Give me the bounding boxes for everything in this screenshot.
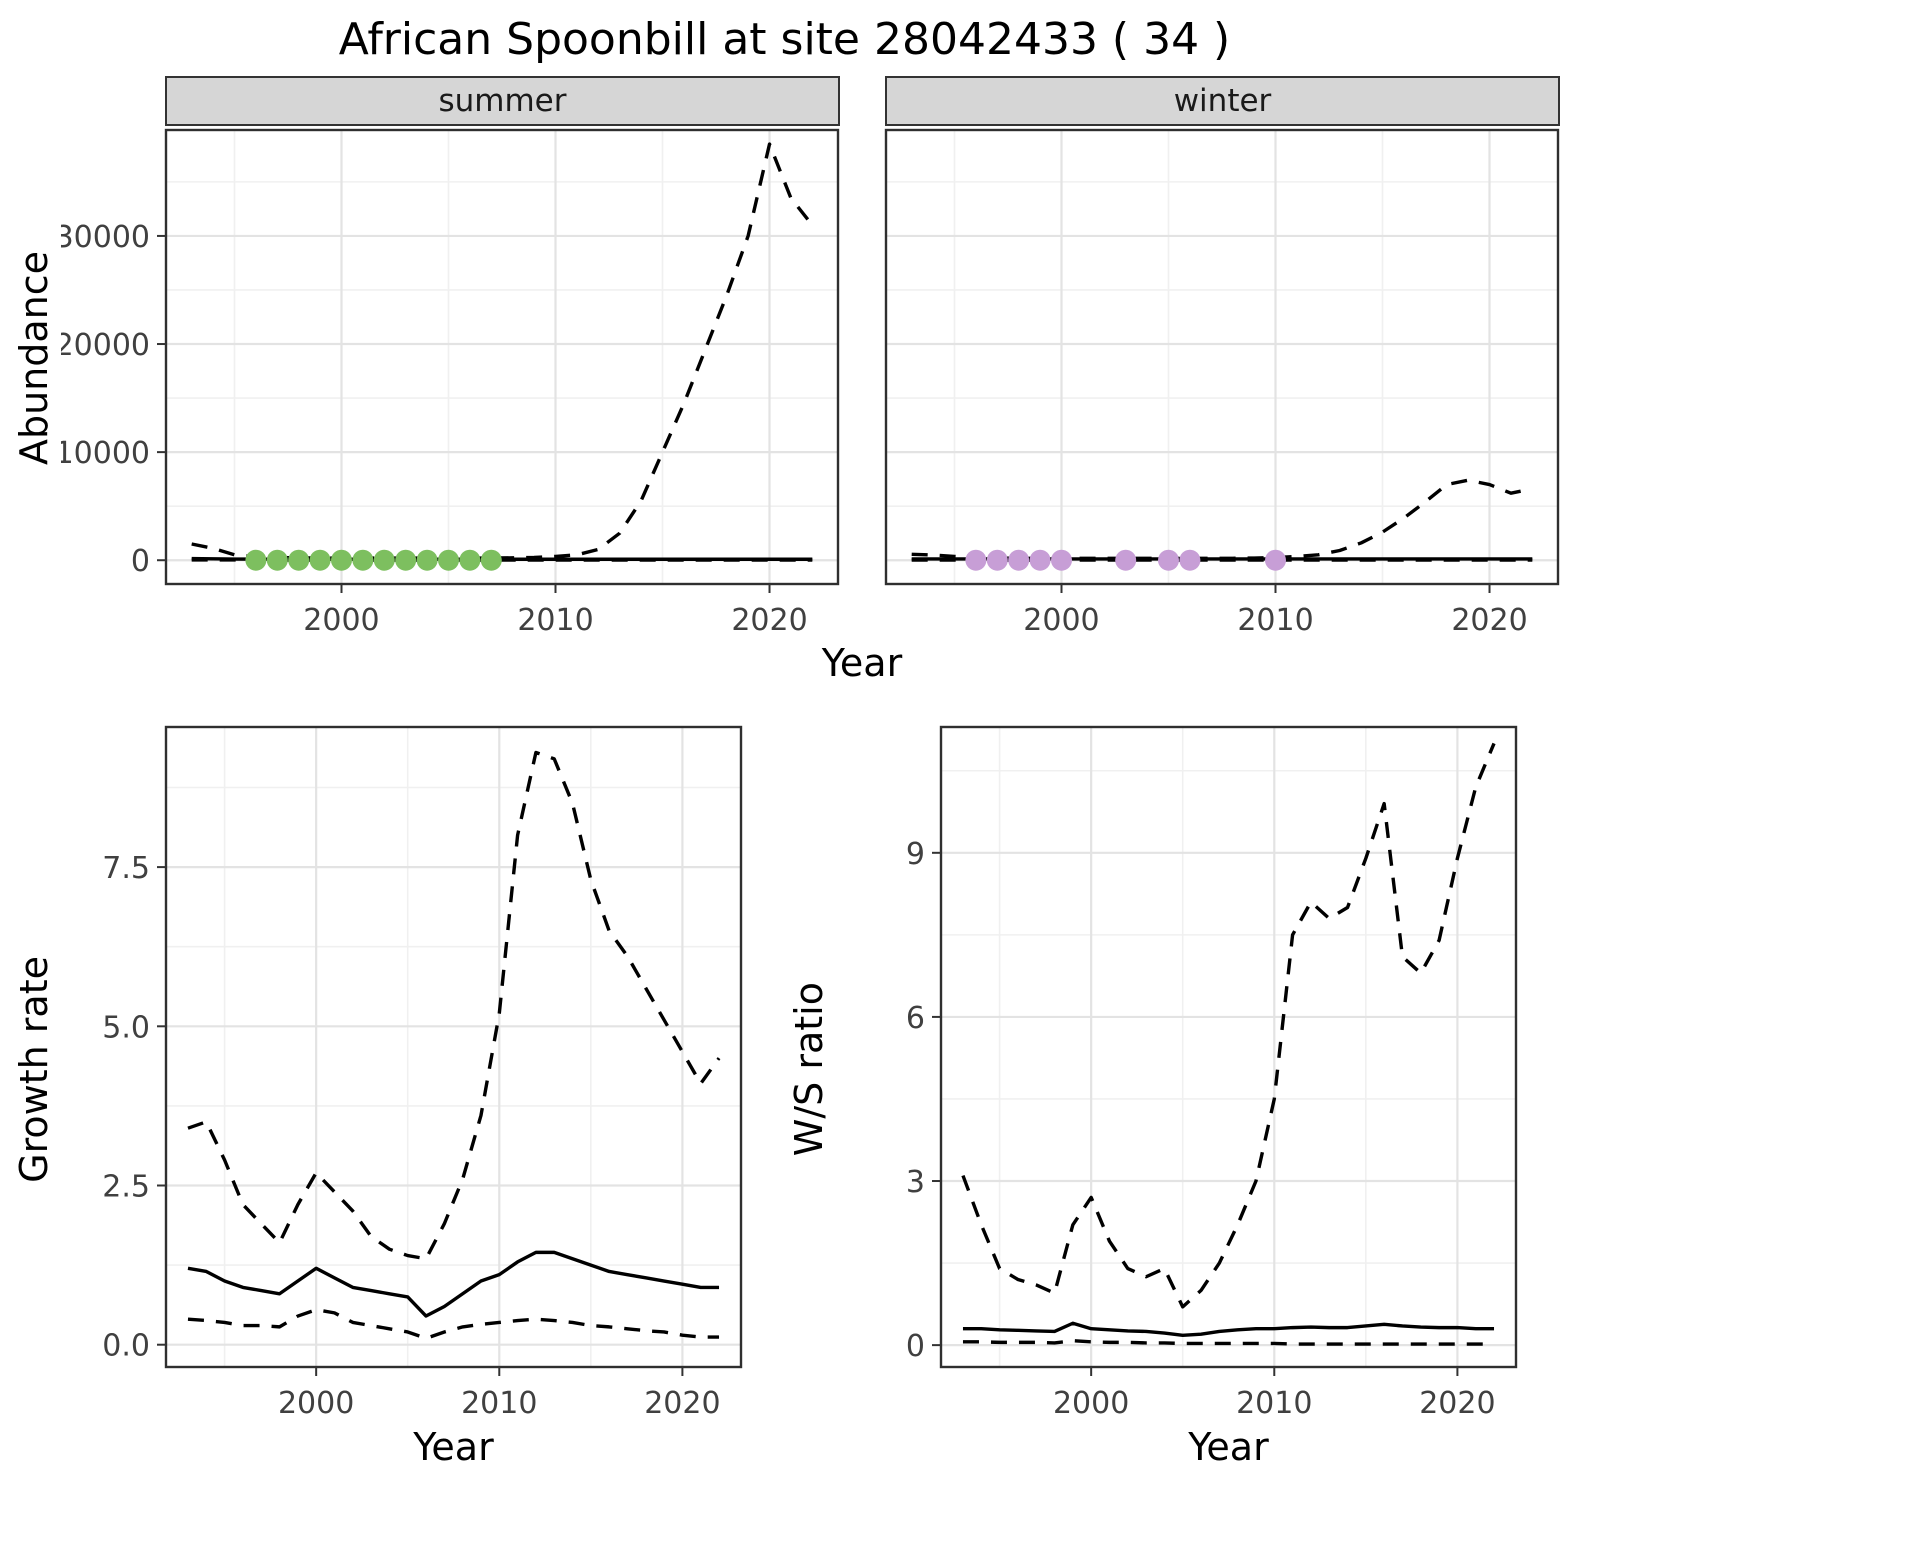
svg-text:2000: 2000 [1053, 1386, 1129, 1421]
abundance-y-axis-label: Abundance [11, 251, 56, 466]
svg-text:2020: 2020 [644, 1386, 720, 1421]
svg-text:2020: 2020 [1451, 603, 1527, 638]
svg-text:2010: 2010 [461, 1386, 537, 1421]
svg-text:2000: 2000 [278, 1386, 354, 1421]
svg-text:2010: 2010 [1236, 1386, 1312, 1421]
svg-text:2020: 2020 [1419, 1386, 1495, 1421]
svg-text:6: 6 [906, 1001, 925, 1036]
facet-strip-summer: summer [165, 76, 840, 126]
ws-ratio-chart: 2000 2010 2020 0 3 6 9 [906, 725, 1518, 1421]
svg-text:9: 9 [906, 837, 925, 872]
page-title: African Spoonbill at site 28042433 ( 34 … [338, 14, 1231, 65]
ws-ratio-figure: W/S ratio 2000 2010 2020 0 3 6 9 Year [781, 715, 1526, 1479]
svg-text:3: 3 [906, 1165, 925, 1200]
abundance-winter-chart: 2000 2010 2020 [884, 128, 1560, 638]
svg-text:30000: 30000 [61, 220, 150, 255]
ws-ratio-y-axis-label: W/S ratio [786, 981, 831, 1157]
abundance-x-axis-label: Year [821, 641, 903, 685]
svg-text:7.5: 7.5 [102, 851, 150, 886]
ws-ratio-x-axis-label: Year [1188, 1425, 1269, 1469]
growth-rate-x-axis-label: Year [413, 1425, 494, 1469]
abundance-y-axis: Abundance [6, 76, 61, 641]
figure-page: African Spoonbill at site 28042433 ( 34 … [6, 14, 1566, 1479]
svg-text:2000: 2000 [303, 603, 379, 638]
growth-rate-figure: Growth rate 2000 2010 2020 0.0 2.5 5.0 7.5 Yea… [6, 715, 751, 1479]
svg-text:0: 0 [131, 544, 150, 579]
facet-strip-winter: winter [885, 76, 1560, 126]
svg-text:2.5: 2.5 [102, 1170, 150, 1205]
svg-text:0: 0 [906, 1329, 925, 1364]
abundance-summer-chart: 2000 2010 2020 0 10000 20000 30000 [61, 128, 840, 638]
svg-text:0.0: 0.0 [102, 1329, 150, 1364]
ws-ratio-y-axis: W/S ratio [781, 687, 836, 1451]
abundance-figure: Abundance summer 2000 2010 2020 0 10000 20000… [6, 76, 1566, 641]
facet-winter: winter 2000 2010 2020 [866, 76, 1563, 641]
svg-text:2010: 2010 [1237, 603, 1313, 638]
growth-rate-y-axis: Growth rate [6, 687, 61, 1451]
svg-text:5.0: 5.0 [102, 1010, 150, 1045]
svg-text:10000: 10000 [61, 436, 150, 471]
growth-rate-y-axis-label: Growth rate [11, 955, 56, 1183]
bottom-figures: Growth rate 2000 2010 2020 0.0 2.5 5.0 7.5 Yea… [6, 715, 1566, 1479]
svg-text:2010: 2010 [517, 603, 593, 638]
svg-text:20000: 20000 [61, 328, 150, 363]
growth-rate-chart: 2000 2010 2020 0.0 2.5 5.0 7.5 [102, 725, 743, 1421]
svg-text:2020: 2020 [731, 603, 807, 638]
facet-summer: summer 2000 2010 2020 0 10000 20000 30000 [61, 76, 843, 641]
svg-text:2000: 2000 [1023, 603, 1099, 638]
